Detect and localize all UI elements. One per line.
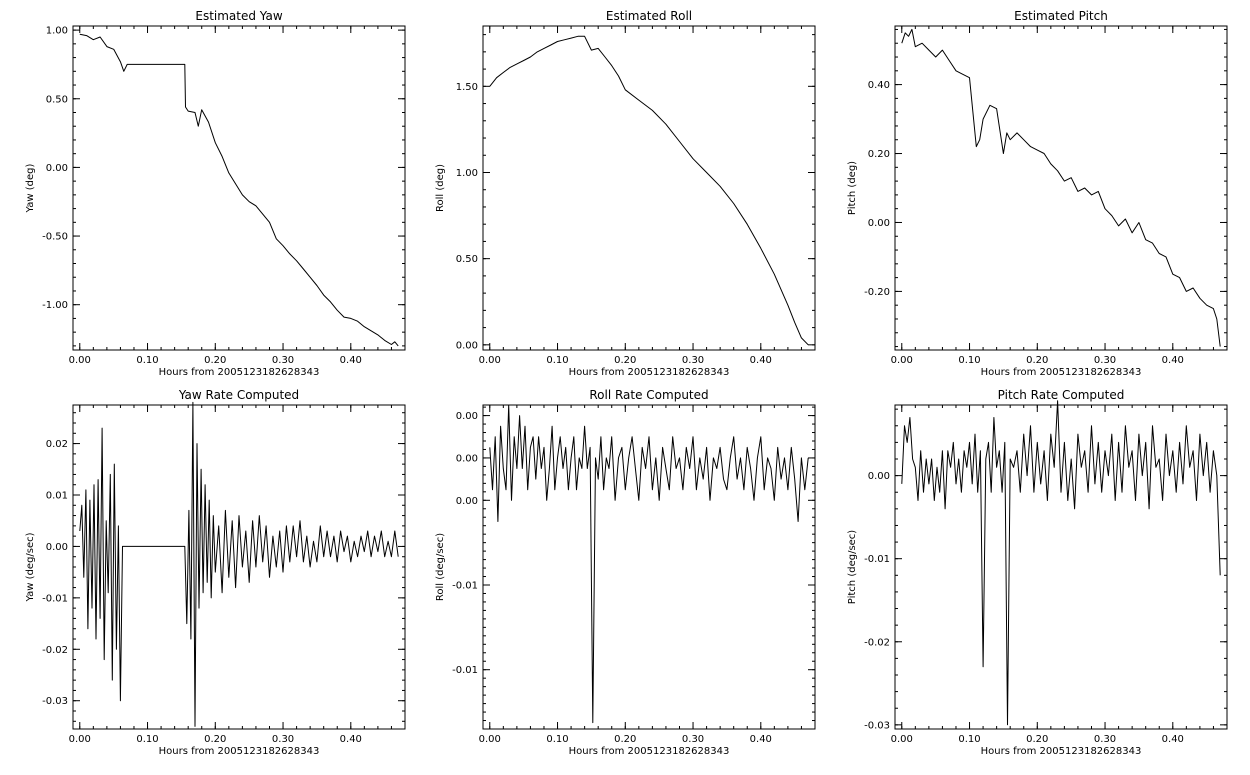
- chart-title: Roll Rate Computed: [589, 388, 708, 402]
- y-axis-label: Yaw (deg): [25, 163, 36, 213]
- y-tick-label: -0.03: [864, 720, 890, 731]
- x-axis-label: Hours from 2005123182628343: [159, 746, 320, 757]
- y-tick-label: 0.00: [868, 471, 890, 482]
- pitch-rate-chart: 0.00 0.10 0.20 0.30 0.40 0.00 -0.01 -0.02 -0.03 P…: [847, 388, 1228, 757]
- yaw-rate-chart: 0.00 0.10 0.20 0.30 0.40 0.02 0.01 0.00 -0.01 -0.…: [25, 388, 406, 757]
- x-tick-label: 0.00: [479, 355, 501, 366]
- x-tick-label: 0.40: [340, 355, 362, 366]
- y-axis-label: Pitch (deg): [847, 161, 858, 215]
- y-tick-label: -0.01: [42, 593, 68, 604]
- chart-title: Estimated Yaw: [195, 9, 282, 23]
- plot-frame: [72, 404, 406, 730]
- x-tick-label: 0.40: [1162, 734, 1184, 745]
- x-tick-label: 0.40: [1162, 355, 1184, 366]
- plot-frame: [894, 404, 1228, 730]
- y-tick-label: -0.20: [864, 287, 890, 298]
- y-tick-label: 0.50: [46, 94, 68, 105]
- y-axis-label: Roll (deg): [435, 164, 446, 212]
- x-tick-label: 0.30: [272, 734, 294, 745]
- x-tick-label: 0.10: [958, 355, 980, 366]
- x-tick-label: 0.20: [1026, 734, 1048, 745]
- y-tick-label: 0.40: [868, 80, 890, 91]
- chart-title: Yaw Rate Computed: [178, 388, 299, 402]
- x-tick-label: 0.40: [750, 734, 772, 745]
- x-tick-label: 0.00: [69, 355, 91, 366]
- pitch-rate-series-line: [901, 400, 1221, 726]
- x-tick-label: 0.40: [340, 734, 362, 745]
- chart-title: Pitch Rate Computed: [998, 388, 1125, 402]
- x-tick-label: 0.00: [891, 734, 913, 745]
- y-tick-label: 0.00: [456, 453, 478, 464]
- y-tick-label: -0.01: [452, 665, 478, 676]
- x-axis-label: Hours from 2005123182628343: [569, 367, 730, 378]
- x-tick-label: 0.40: [750, 355, 772, 366]
- y-tick-label: -0.02: [864, 637, 890, 648]
- estimated-pitch-chart: 0.00 0.10 0.20 0.30 0.40 0.40 0.20 0.00 -0.20 Est…: [847, 9, 1228, 378]
- y-tick-label: 0.50: [456, 254, 478, 265]
- x-tick-label: 0.20: [1026, 355, 1048, 366]
- y-tick-label: -0.02: [42, 645, 68, 656]
- x-tick-label: 0.20: [614, 355, 636, 366]
- yaw-rate-series-line: [79, 401, 399, 727]
- y-tick-label: 0.00: [456, 411, 478, 422]
- y-tick-label: 0.01: [46, 491, 68, 502]
- y-tick-label: 1.00: [456, 168, 478, 179]
- estimated-yaw-series-line: [79, 33, 399, 347]
- roll-rate-chart: 0.00 0.10 0.20 0.30 0.40 0.00 0.00 0.00 -0.01 -0.…: [435, 388, 816, 757]
- y-tick-label: -0.50: [42, 232, 68, 243]
- y-tick-label: -1.00: [42, 300, 68, 311]
- x-tick-label: 0.30: [272, 355, 294, 366]
- x-axis-label: Hours from 2005123182628343: [159, 367, 320, 378]
- x-tick-label: 0.30: [682, 355, 704, 366]
- x-axis-label: Hours from 2005123182628343: [569, 746, 730, 757]
- x-tick-label: 0.10: [546, 734, 568, 745]
- y-tick-label: 0.00: [456, 496, 478, 507]
- estimated-pitch-series-line: [901, 28, 1221, 347]
- x-tick-label: 0.30: [682, 734, 704, 745]
- y-tick-label: 0.02: [46, 439, 68, 450]
- y-tick-label: 0.00: [456, 340, 478, 351]
- x-tick-label: 0.20: [204, 734, 226, 745]
- x-tick-label: 0.20: [204, 355, 226, 366]
- x-tick-label: 0.00: [479, 734, 501, 745]
- y-tick-label: -0.03: [42, 696, 68, 707]
- plot-frame: [482, 25, 816, 351]
- x-tick-label: 0.10: [136, 355, 158, 366]
- x-axis-label: Hours from 2005123182628343: [981, 746, 1142, 757]
- y-tick-label: 0.00: [868, 218, 890, 229]
- estimated-roll-chart: 0.00 0.10 0.20 0.30 0.40 1.50 1.00 0.50 0.00 Esti…: [435, 9, 816, 378]
- x-tick-label: 0.20: [614, 734, 636, 745]
- y-tick-label: 1.50: [456, 82, 478, 93]
- x-tick-label: 0.00: [69, 734, 91, 745]
- plot-frame: [482, 404, 816, 730]
- y-tick-label: 0.20: [868, 149, 890, 160]
- estimated-yaw-chart: 0.00 0.10 0.20 0.30 0.40 1.00 0.50 0.00 -0.50 -1.…: [25, 9, 406, 378]
- y-tick-label: -0.01: [452, 581, 478, 592]
- y-axis-label: Pitch (deg/sec): [847, 530, 858, 605]
- y-tick-label: 0.00: [46, 542, 68, 553]
- estimated-roll-series-line: [489, 35, 809, 346]
- roll-rate-series-line: [489, 404, 809, 724]
- x-tick-label: 0.30: [1094, 355, 1116, 366]
- x-tick-label: 0.00: [891, 355, 913, 366]
- x-tick-label: 0.10: [136, 734, 158, 745]
- x-tick-label: 0.30: [1094, 734, 1116, 745]
- y-tick-label: 0.00: [46, 163, 68, 174]
- y-tick-label: 1.00: [46, 26, 68, 37]
- plot-frame: [894, 25, 1228, 351]
- y-axis-label: Roll (deg/sec): [435, 533, 446, 601]
- x-axis-label: Hours from 2005123182628343: [981, 367, 1142, 378]
- chart-title: Estimated Pitch: [1014, 9, 1108, 23]
- x-tick-label: 0.10: [958, 734, 980, 745]
- chart-title: Estimated Roll: [606, 9, 692, 23]
- y-axis-label: Yaw (deg/sec): [25, 532, 36, 602]
- y-tick-label: -0.01: [864, 554, 890, 565]
- plot-frame: [72, 25, 406, 351]
- x-tick-label: 0.10: [546, 355, 568, 366]
